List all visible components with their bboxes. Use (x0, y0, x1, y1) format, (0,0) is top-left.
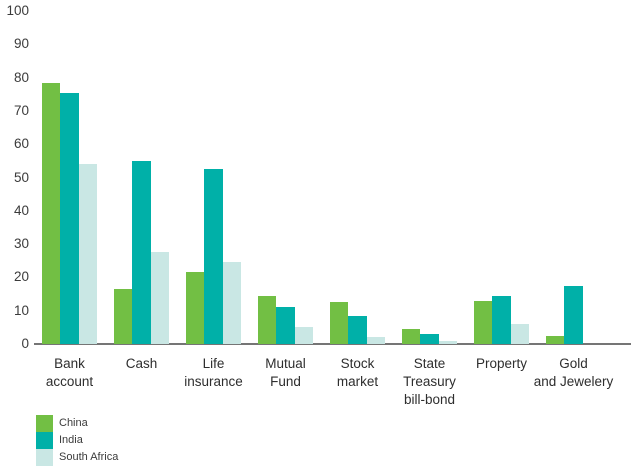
x-axis-category-label-bank-account: Bank account (45, 356, 94, 389)
y-axis-tick-label-60: 60 (13, 136, 29, 152)
bar-india-gold-and-jewelery (564, 285, 583, 344)
y-axis-tick-label-30: 30 (13, 236, 29, 252)
y-axis-tick-label-10: 10 (13, 302, 29, 318)
bar-india-cash (132, 160, 151, 344)
x-axis-category-label-stock-market: Stock market (336, 356, 379, 389)
y-axis-tick-label-50: 50 (13, 169, 29, 185)
legend-label-india: India (59, 434, 83, 446)
bar-south-africa-mutual-fund (294, 327, 313, 344)
bar-group-state-treasury-bill-bond (402, 0, 457, 344)
bar-china-state-treasury-bill-bond (402, 329, 421, 344)
y-axis-tick-label-20: 20 (13, 269, 29, 285)
x-axis-category-label-gold-and-jewelery: Gold and Jewelery (533, 356, 614, 389)
legend-swatch-south-africa (36, 449, 53, 466)
bar-group-bank-account (42, 0, 97, 344)
bar-china-bank-account (42, 82, 61, 344)
y-axis-tick-label-70: 70 (13, 102, 29, 118)
legend-swatch-china (36, 415, 53, 432)
y-axis-tick-label-100: 100 (6, 3, 29, 18)
bar-south-africa-stock-market (366, 337, 385, 344)
bar-south-africa-property (510, 324, 529, 344)
x-axis-line (34, 343, 631, 345)
bar-china-life-insurance (186, 272, 205, 344)
bar-china-mutual-fund (258, 295, 277, 344)
y-axis-tick-label-80: 80 (13, 69, 29, 85)
bar-south-africa-state-treasury-bill-bond (438, 340, 457, 344)
x-axis-category-label-cash: Cash (125, 356, 158, 371)
bar-india-life-insurance (204, 169, 223, 344)
bar-india-bank-account (60, 92, 79, 344)
bar-group-life-insurance (186, 0, 241, 344)
bar-group-mutual-fund (258, 0, 313, 344)
bar-group-property (474, 0, 529, 344)
x-axis-category-label-state-treasury-bill-bond: State Treasury bill-bond (403, 356, 456, 407)
bar-group-gold-and-jewelery (546, 0, 601, 344)
bar-south-africa-life-insurance (222, 262, 241, 344)
bar-china-cash (114, 289, 133, 344)
bar-india-state-treasury-bill-bond (420, 334, 439, 344)
bar-india-mutual-fund (276, 307, 295, 344)
legend-swatch-india (36, 432, 53, 449)
bar-china-property (474, 300, 493, 344)
bar-group-stock-market (330, 0, 385, 344)
y-axis-tick-label-90: 90 (13, 36, 29, 52)
y-axis-tick-label-40: 40 (13, 202, 29, 218)
bar-china-stock-market (330, 302, 349, 344)
bar-china-gold-and-jewelery (546, 335, 565, 344)
x-axis-category-label-life-insurance: Life insurance (184, 356, 243, 389)
bar-south-africa-cash (150, 252, 169, 344)
bar-group-cash (114, 0, 169, 344)
y-axis-tick-label-0: 0 (21, 336, 29, 351)
x-axis-category-label-property: Property (475, 356, 527, 371)
bar-south-africa-bank-account (78, 164, 97, 344)
legend-label-china: China (59, 417, 88, 429)
legend-label-south-africa: South Africa (59, 451, 119, 463)
x-axis-category-label-mutual-fund: Mutual Fund (265, 356, 306, 389)
bar-india-stock-market (348, 315, 367, 344)
bar-india-property (492, 295, 511, 344)
